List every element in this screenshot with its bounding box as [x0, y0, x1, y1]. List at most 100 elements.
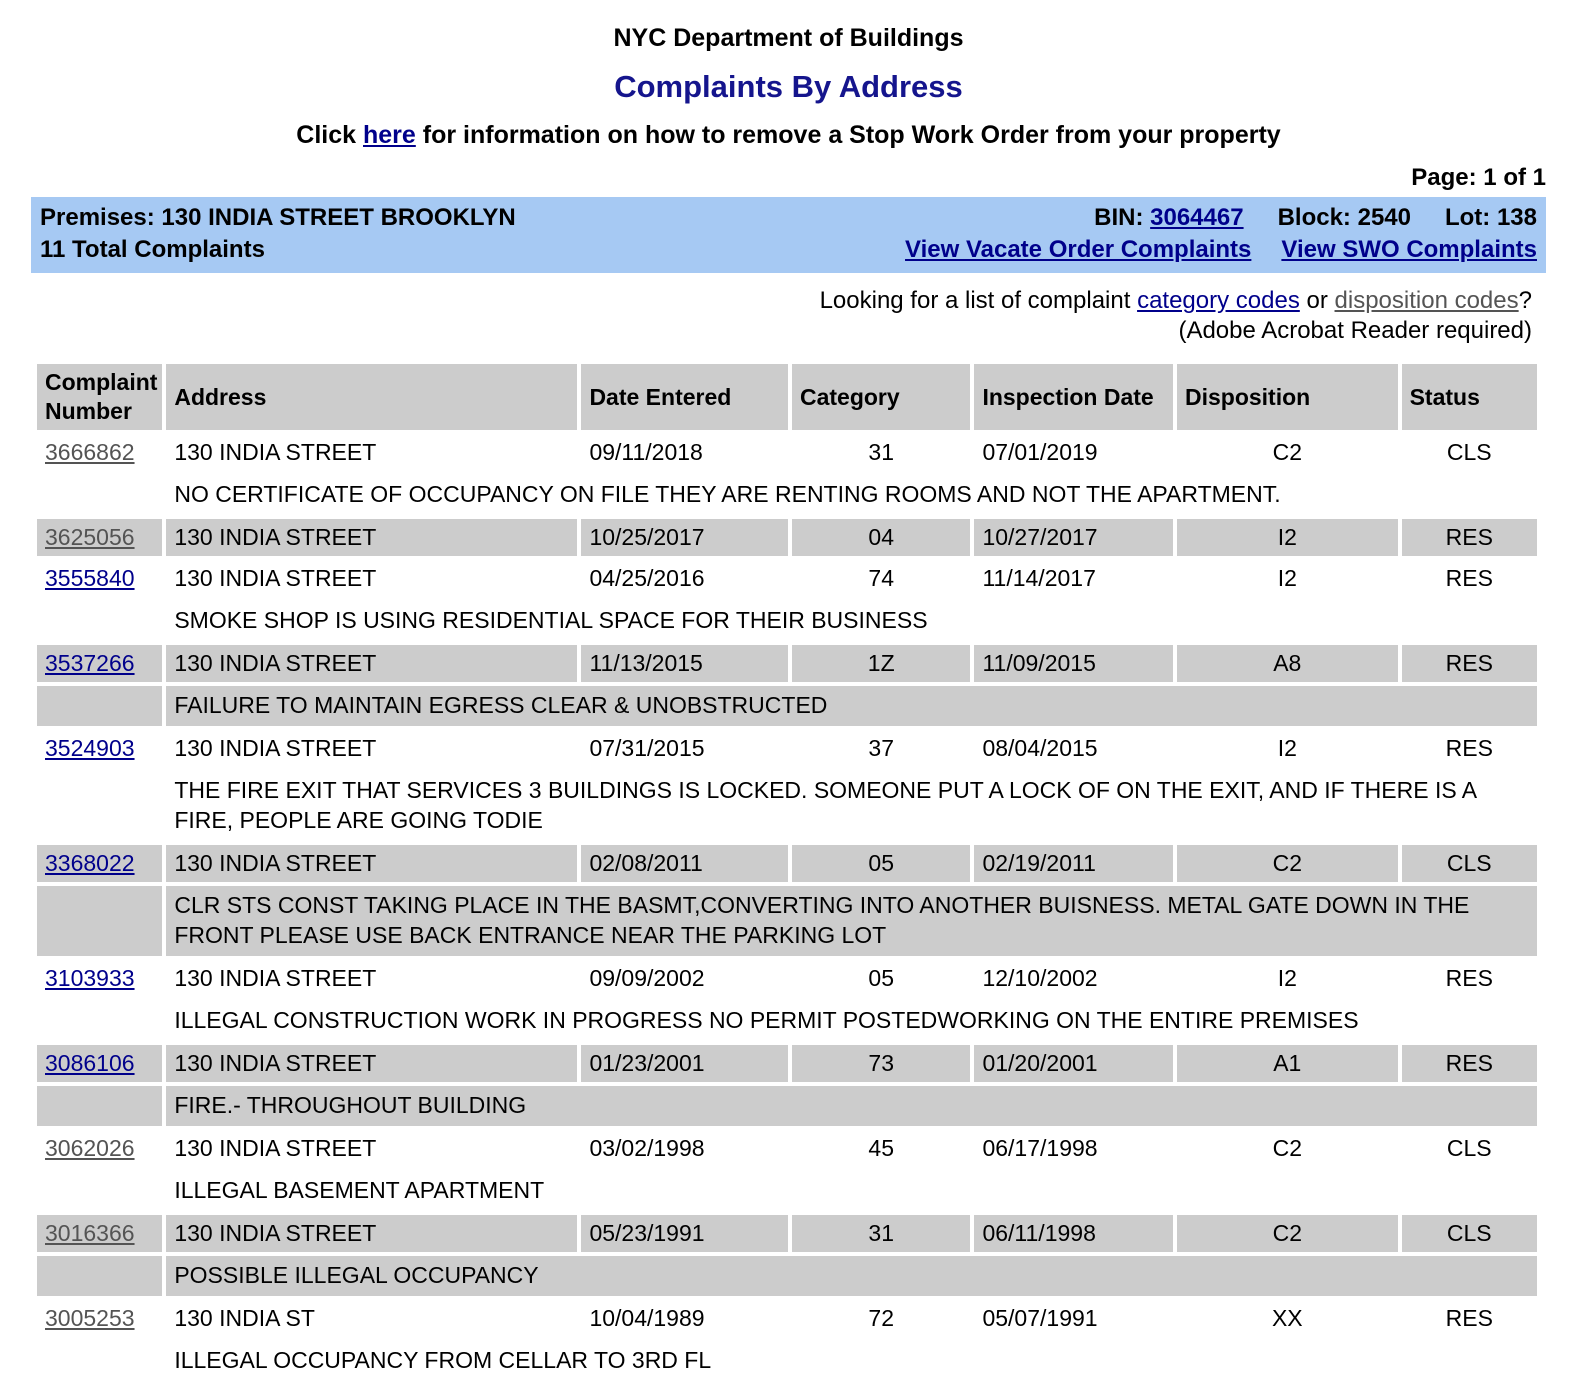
lookup-mid: or: [1299, 287, 1335, 314]
disposition-codes-link[interactable]: disposition codes: [1334, 287, 1519, 314]
description-spacer-cell: [37, 771, 162, 841]
disposition-cell: I2: [1277, 735, 1297, 761]
col-header-inspection-date: Inspection Date: [974, 364, 1173, 430]
complaint-number-cell: 3524903: [37, 730, 162, 767]
status-cell: CLS: [1446, 1135, 1492, 1161]
disposition-cell: C2: [1176, 1215, 1398, 1252]
disposition-cell: A8: [1176, 645, 1398, 682]
disposition-cell: I2: [1277, 965, 1297, 991]
complaint-number-link[interactable]: 3103933: [45, 965, 135, 991]
address-cell: 130 INDIA STREET: [166, 1215, 578, 1252]
complaint-description-cell: FAILURE TO MAINTAIN EGRESS CLEAR & UNOBS…: [166, 686, 1537, 726]
view-vacate-order-complaints-link[interactable]: View Vacate Order Complaints: [905, 236, 1252, 263]
category-cell: 05: [791, 845, 971, 882]
date-entered-cell: 10/04/1989: [589, 1305, 705, 1331]
swo-info-here-link[interactable]: here: [363, 121, 416, 149]
complaint-number-link[interactable]: 3005253: [45, 1305, 135, 1331]
col-header-status: Status: [1401, 364, 1537, 430]
inspection-date-cell: 07/01/2019: [982, 439, 1098, 465]
bin-link[interactable]: 3064467: [1150, 204, 1244, 231]
lookup-post: ?: [1518, 287, 1532, 314]
complaint-number-cell: 3016366: [37, 1215, 163, 1252]
page-indicator: Page: 1 of 1: [1411, 164, 1546, 191]
complaint-number-cell: 3103933: [37, 960, 162, 997]
category-cell: 31: [791, 1215, 971, 1252]
lookup-pre: Looking for a list of complaint: [819, 287, 1138, 314]
complaint-description-cell: POSSIBLE ILLEGAL OCCUPANCY: [166, 1256, 1537, 1296]
date-entered-cell: 05/23/1991: [581, 1215, 788, 1252]
complaint-description-row: SMOKE SHOP IS USING RESIDENTIAL SPACE FO…: [37, 601, 1537, 641]
disposition-cell: C2: [1176, 845, 1398, 882]
complaint-description-row: CLR STS CONST TAKING PLACE IN THE BASMT,…: [37, 886, 1537, 956]
complaint-description-cell: NO CERTIFICATE OF OCCUPANCY ON FILE THEY…: [174, 481, 1281, 507]
table-header-row: Complaint Number Address Date Entered Ca…: [37, 364, 1537, 430]
code-lookup-note: Looking for a list of complaint category…: [31, 286, 1546, 346]
description-spacer-cell: [37, 886, 163, 956]
complaint-description-row: ILLEGAL CONSTRUCTION WORK IN PROGRESS NO…: [37, 1001, 1537, 1041]
status-cell: RES: [1445, 965, 1493, 991]
inspection-date-cell: 05/07/1991: [982, 1305, 1098, 1331]
status-cell: CLS: [1446, 439, 1492, 465]
address-cell: 130 INDIA STREET: [174, 565, 377, 591]
swo-info-pre: Click: [296, 121, 363, 149]
complaint-number-cell: 3666862: [37, 434, 162, 471]
complaint-number-link[interactable]: 3625056: [45, 524, 135, 550]
status-cell: RES: [1401, 1045, 1537, 1082]
category-cell: 05: [868, 965, 895, 991]
block-text: Block: 2540: [1277, 204, 1411, 231]
complaint-description-row: ILLEGAL BASEMENT APARTMENT: [37, 1171, 1537, 1211]
complaint-row: 3016366 130 INDIA STREET 05/23/1991 31 06/11…: [37, 1215, 1537, 1252]
category-codes-link[interactable]: category codes: [1137, 287, 1300, 314]
disposition-cell: I2: [1176, 519, 1398, 556]
date-entered-cell: 11/13/2015: [581, 645, 788, 682]
complaint-number-link[interactable]: 3368022: [45, 850, 135, 876]
complaint-description-row: NO CERTIFICATE OF OCCUPANCY ON FILE THEY…: [37, 475, 1537, 515]
complaint-row: 3625056 130 INDIA STREET 10/25/2017 04 10/27…: [37, 519, 1537, 556]
col-header-address: Address: [166, 364, 578, 430]
complaint-number-cell: 3368022: [37, 845, 163, 882]
complaint-row: 3537266 130 INDIA STREET 11/13/2015 1Z 11/09…: [37, 645, 1537, 682]
complaint-description-row: FIRE.- THROUGHOUT BUILDING: [37, 1086, 1537, 1126]
complaint-description-cell: CLR STS CONST TAKING PLACE IN THE BASMT,…: [166, 886, 1537, 956]
view-swo-complaints-link[interactable]: View SWO Complaints: [1281, 236, 1537, 263]
complaint-number-link[interactable]: 3062026: [45, 1135, 135, 1161]
complaint-number-link[interactable]: 3666862: [45, 439, 135, 465]
complaint-number-link[interactable]: 3086106: [45, 1050, 135, 1076]
swo-info-line: Click here for information on how to rem…: [31, 121, 1546, 150]
complaint-number-link[interactable]: 3016366: [45, 1220, 135, 1246]
page-header: NYC Department of Buildings Complaints B…: [31, 24, 1546, 150]
inspection-date-cell: 06/11/1998: [974, 1215, 1173, 1252]
inspection-date-cell: 12/10/2002: [982, 965, 1098, 991]
complaint-number-link[interactable]: 3524903: [45, 735, 135, 761]
category-cell: 31: [868, 439, 895, 465]
page-title: Complaints By Address: [614, 69, 963, 104]
address-cell: 130 INDIA STREET: [166, 519, 578, 556]
address-cell: 130 INDIA ST: [174, 1305, 315, 1331]
complaints-table: Complaint Number Address Date Entered Ca…: [33, 360, 1541, 1385]
date-entered-cell: 04/25/2016: [589, 565, 705, 591]
inspection-date-cell: 02/19/2011: [974, 845, 1173, 882]
complaint-row: 3368022 130 INDIA STREET 02/08/2011 05 02/19…: [37, 845, 1537, 882]
category-cell: 37: [868, 735, 895, 761]
complaint-description-cell: ILLEGAL OCCUPANCY FROM CELLAR TO 3RD FL: [174, 1347, 712, 1373]
complaint-number-cell: 3555840: [37, 560, 162, 597]
date-entered-cell: 10/25/2017: [581, 519, 788, 556]
complaint-row: 3103933 130 INDIA STREET 09/09/2002 05 12/10…: [37, 960, 1537, 997]
complaint-number-link[interactable]: 3537266: [45, 650, 135, 676]
swo-info-post: for information on how to remove a Stop …: [415, 121, 1281, 149]
category-cell: 1Z: [791, 645, 971, 682]
inspection-date-cell: 01/20/2001: [974, 1045, 1173, 1082]
complaint-number-link[interactable]: 3555840: [45, 565, 135, 591]
description-spacer-cell: [37, 1256, 163, 1296]
category-cell: 45: [868, 1135, 895, 1161]
status-cell: RES: [1401, 519, 1537, 556]
status-cell: RES: [1401, 645, 1537, 682]
complaint-description-row: ILLEGAL OCCUPANCY FROM CELLAR TO 3RD FL: [37, 1341, 1537, 1381]
complaint-number-cell: 3537266: [37, 645, 163, 682]
date-entered-cell: 02/08/2011: [581, 845, 788, 882]
status-cell: RES: [1445, 735, 1493, 761]
inspection-date-cell: 06/17/1998: [982, 1135, 1098, 1161]
lot-text: Lot: 138: [1444, 204, 1537, 231]
complaint-row: 3524903 130 INDIA STREET 07/31/2015 37 08/04…: [37, 730, 1537, 767]
address-cell: 130 INDIA STREET: [174, 965, 377, 991]
